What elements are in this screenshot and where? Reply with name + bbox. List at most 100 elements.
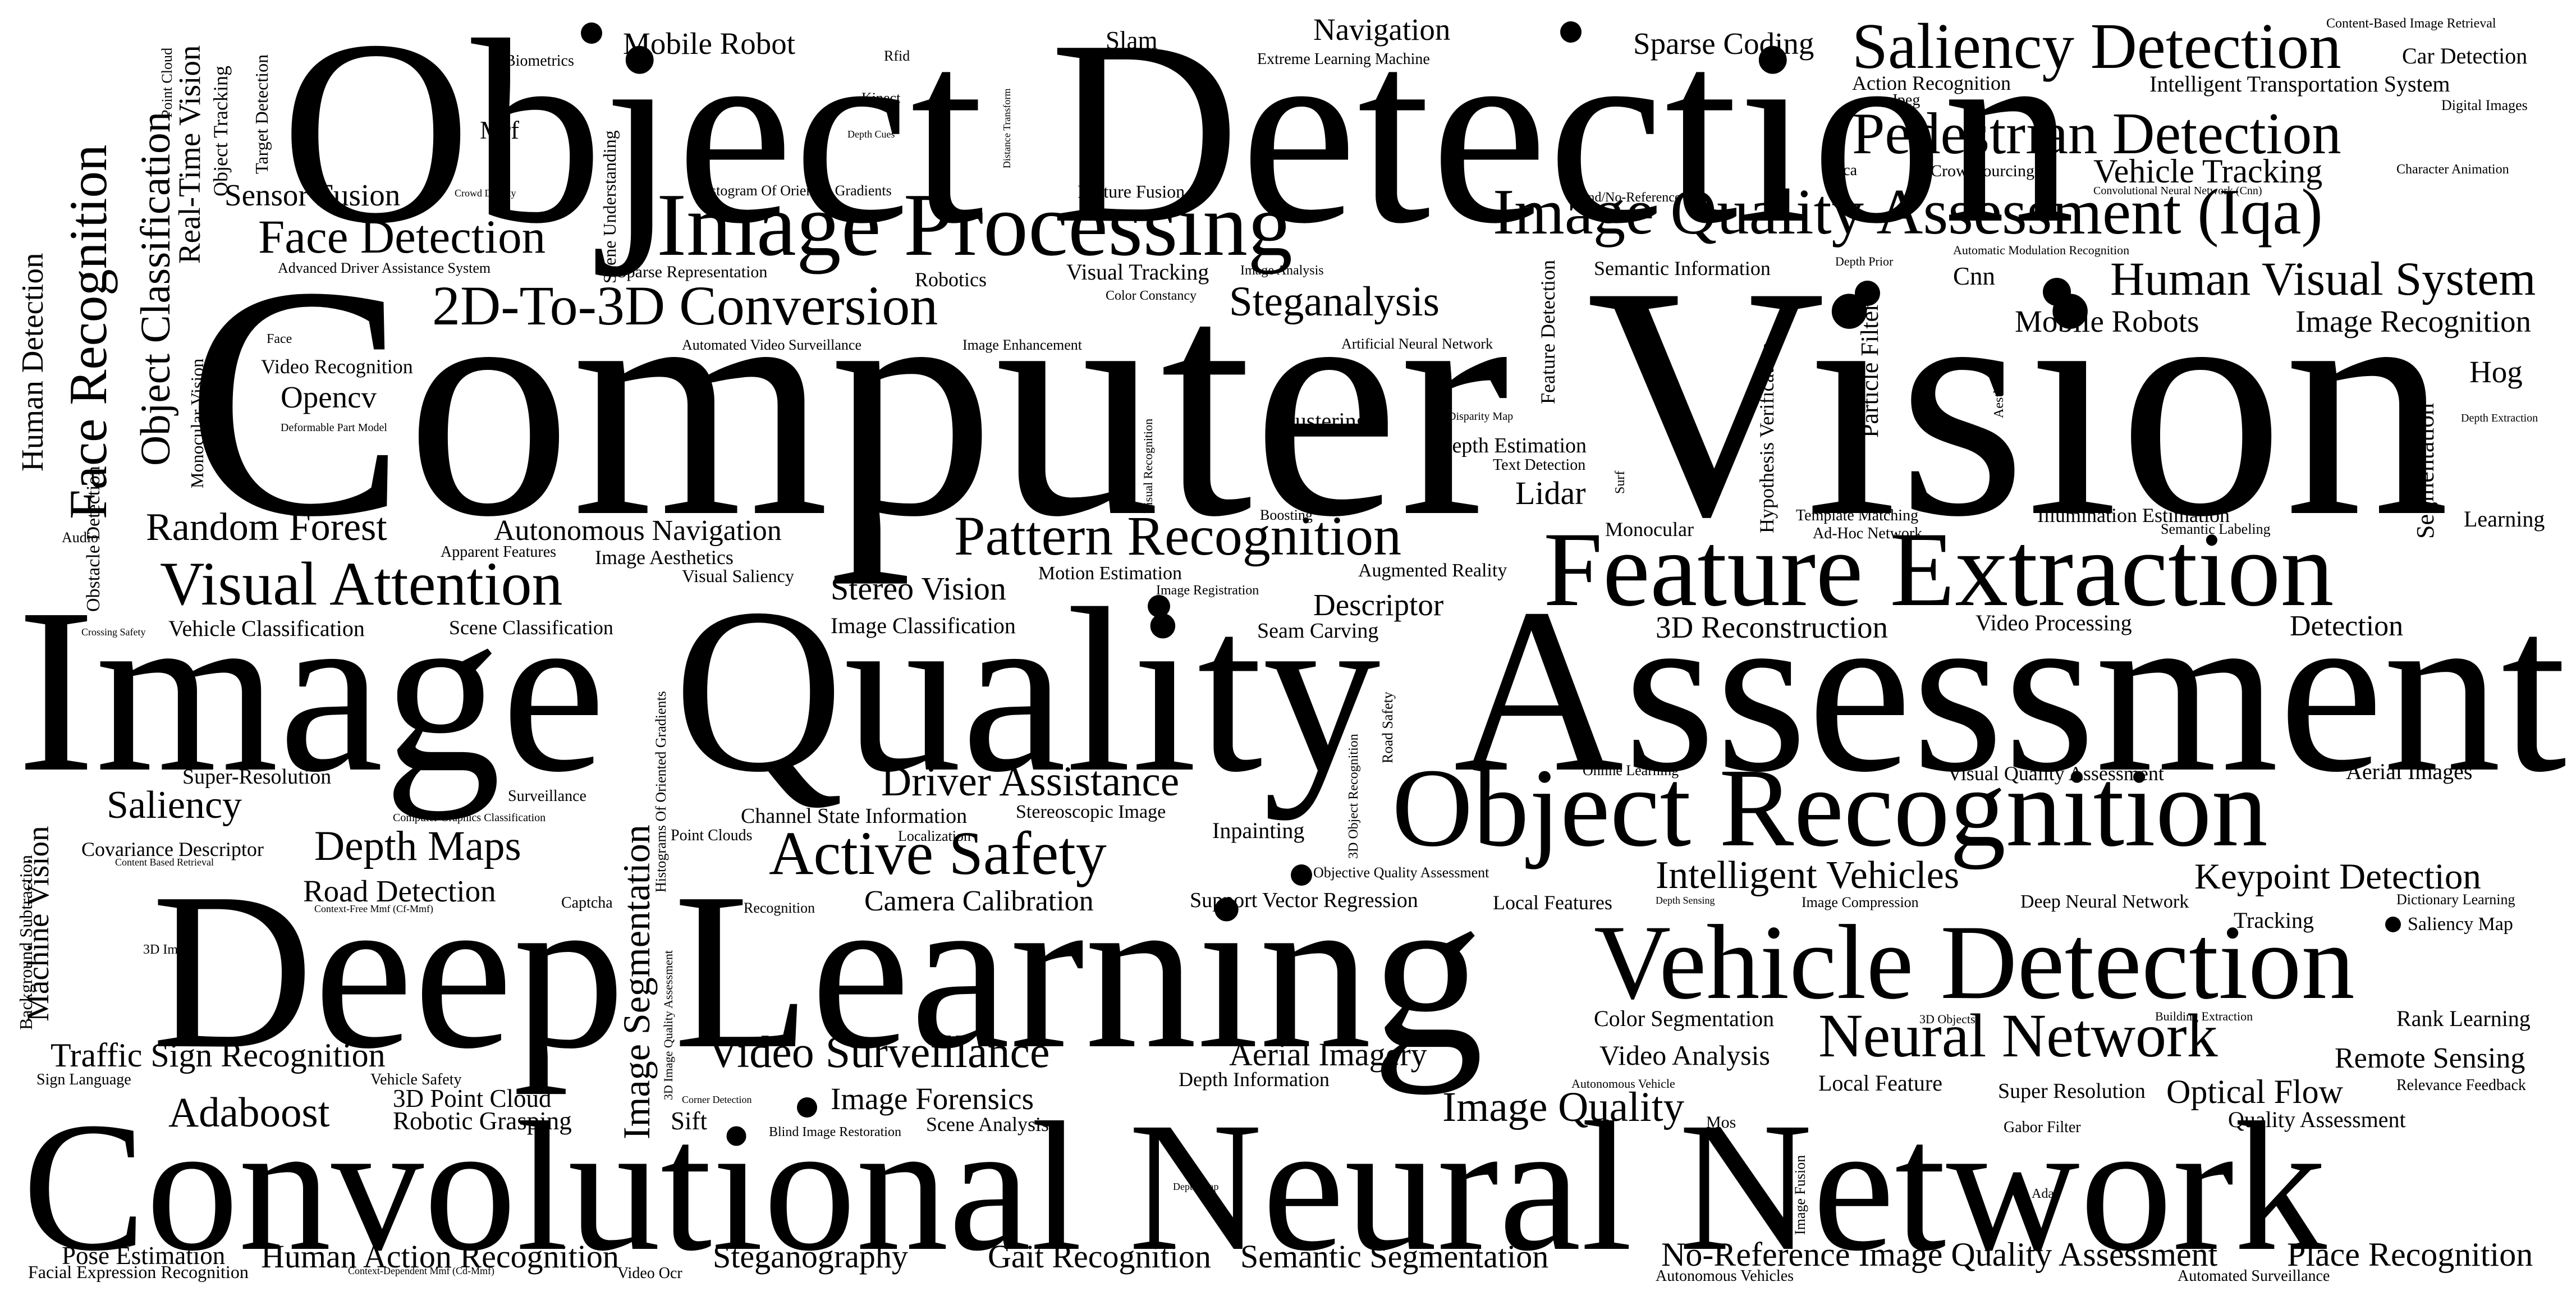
decorative-dot — [1560, 21, 1582, 43]
word-background-subtraction: Background Subtraction — [16, 855, 36, 1030]
word-3d-reconstruction: 3D Reconstruction — [1656, 610, 1888, 644]
word-image-classification: Image Classification — [831, 613, 1016, 638]
word-autonomous-vehicle: Autonomous Vehicle — [1571, 1077, 1675, 1091]
word-car-detection: Car Detection — [2402, 43, 2528, 68]
word-human-visual-system: Human Visual System — [2110, 253, 2536, 305]
word-object-recognition: Object Recognition — [1392, 746, 2268, 870]
word-learning: Learning — [673, 846, 1484, 1095]
word-pose-estimation: Pose Estimation — [62, 1242, 226, 1270]
word-aesthetics: Aesthetics — [1992, 362, 2006, 418]
word-remote-sensing: Remote Sensing — [2335, 1042, 2525, 1074]
word-facial-expression-recognition: Facial Expression Recognition — [28, 1262, 249, 1282]
word-descriptor: Descriptor — [1313, 588, 1444, 622]
word-pattern-recognition: Pattern Recognition — [954, 505, 1402, 567]
word-deep: Deep — [152, 846, 625, 1095]
word-image-recognition: Image Recognition — [2295, 304, 2532, 338]
word-adaboost: Adaboost — [168, 1089, 330, 1136]
word-convolutional-neural-network-cnn: Convolutional Neural Network (Cnn) — [2093, 185, 2262, 197]
word-assessment: Assessment — [1454, 560, 2567, 821]
word-blind-image-restoration: Blind Image Restoration — [769, 1125, 901, 1139]
word-semantic-labeling: Semantic Labeling — [2161, 521, 2271, 537]
word-crossing-safety: Crossing Safety — [81, 626, 146, 638]
word-hog: Hog — [2469, 355, 2523, 389]
decorative-dot — [797, 1097, 817, 1118]
word-illumination-estimation: Illumination Estimation — [2037, 504, 2230, 526]
word-augmented-reality: Augmented Reality — [1358, 560, 1507, 581]
word-clustering: Clustering — [1274, 408, 1368, 433]
word-obstacle-detection: Obstacle Detection — [83, 466, 104, 612]
word-adas: Adas — [2032, 1187, 2060, 1201]
word-semantic-information: Semantic Information — [1594, 257, 1771, 280]
word-saliency-map: Saliency Map — [2408, 914, 2513, 935]
word-depth-map: Depth Map — [1173, 1181, 1219, 1192]
word-traffic-sign-recognition: Traffic Sign Recognition — [51, 1037, 386, 1074]
word-autonomous-navigation: Autonomous Navigation — [494, 515, 782, 547]
word-online-learning: Online Learning — [1583, 762, 1679, 779]
word-driver-assistance: Driver Assistance — [881, 758, 1180, 805]
decorative-dot — [1291, 864, 1312, 886]
word-video-analysis: Video Analysis — [1599, 1040, 1770, 1071]
word-monocular-vision: Monocular Vision — [187, 358, 207, 488]
word-image-registration: Image Registration — [1156, 583, 1259, 598]
word-character-animation: Character Animation — [2396, 162, 2509, 177]
word-object-classification: Object Classification — [132, 111, 179, 466]
word-sparse-representation: Sparse Representation — [617, 263, 768, 281]
word-detection: Detection — [2290, 610, 2404, 642]
word-stereo-vision: Stereo Vision — [831, 570, 1006, 607]
word-biometrics: Biometrics — [505, 52, 574, 70]
word-depth-maps: Depth Maps — [314, 823, 521, 869]
word-content-based-image-retrieval: Content-Based Image Retrieval — [2326, 16, 2496, 31]
word-steganalysis: Steganalysis — [1229, 278, 1440, 325]
word-scene-classification: Scene Classification — [449, 616, 613, 639]
word-image-enhancement: Image Enhancement — [962, 337, 1082, 353]
decorative-dot — [1855, 281, 1880, 306]
word-context-dependent-mmf: Context-Dependent Mmf (Cd-Mmf) — [348, 1265, 494, 1276]
word-distance-transform: Distance Transform — [1001, 88, 1012, 169]
word-image-compression: Image Compression — [1802, 894, 1919, 910]
word-intelligent-vehicles: Intelligent Vehicles — [1656, 854, 1960, 897]
word-deformable-part-model: Deformable Part Model — [281, 422, 387, 434]
word-keypoint-detection: Keypoint Detection — [2194, 857, 2481, 897]
word-road-detection: Road Detection — [303, 874, 496, 908]
word-surf: Surf — [1613, 470, 1628, 494]
word-video-recognition: Video Recognition — [261, 355, 413, 378]
word-3d-point-cloud: 3D Point Cloud — [393, 1084, 552, 1112]
word-video-processing: Video Processing — [1975, 610, 2132, 635]
word-segmentation: Segmentation — [2412, 403, 2439, 539]
word-histograms-of-oriented-gradients: Histograms Of Oriented Gradients — [653, 691, 669, 892]
word-image-quality: Image Quality — [1442, 1084, 1685, 1130]
word-color-segmentation: Color Segmentation — [1594, 1006, 1775, 1031]
word-ad-hoc-network: Ad-Hoc Network — [1813, 525, 1923, 542]
word-lidar: Lidar — [1515, 475, 1586, 511]
word-tracking: Tracking — [2234, 908, 2314, 933]
word-seam-carving: Seam Carving — [1257, 619, 1379, 643]
word-point-clouds: Point Clouds — [671, 827, 753, 844]
word-visual-quality-assessment: Visual Quality Assessment — [1947, 762, 2164, 785]
word-visual-recognition: Visual Recognition — [1141, 418, 1155, 514]
word-pedestrian-detection: Pedestrian Detection — [1852, 100, 2341, 166]
word-object-tracking: Object Tracking — [209, 66, 232, 196]
word-template-matching: Template Matching — [1796, 507, 1919, 524]
word-localization: Localization — [898, 828, 971, 844]
word-image-fusion: Image Fusion — [1792, 1155, 1808, 1235]
word-neural-network: Neural Network — [1818, 1001, 2218, 1070]
word-super-resolution: Super Resolution — [1998, 1079, 2146, 1103]
word-deep-neural-network: Deep Neural Network — [2020, 891, 2189, 912]
word-inpainting: Inpainting — [1212, 818, 1305, 843]
word-feature-detection: Feature Detection — [1537, 260, 1559, 404]
word-advanced-driver-assistance-system: Advanced Driver Assistance System — [278, 260, 491, 276]
decorative-dot — [2385, 917, 2401, 932]
word-blind-no-reference: Blind/No-Reference (Nr) — [1571, 190, 1707, 205]
word-scene-analysis: Scene Analysis — [926, 1113, 1049, 1135]
word-face-detection: Face Detection — [258, 210, 546, 263]
word-mos: Mos — [1706, 1113, 1736, 1132]
word-captcha: Captcha — [561, 894, 613, 912]
word-corner-detection: Corner Detection — [682, 1094, 752, 1105]
word-sift: Sift — [671, 1107, 708, 1135]
word-point-cloud: Point Cloud — [159, 48, 175, 118]
word-robotic-grasping: Robotic Grasping — [393, 1107, 572, 1135]
word-automatic-modulation-recognition: Automatic Modulation Recognition — [1953, 243, 2130, 257]
word-color-constancy: Color Constancy — [1106, 289, 1197, 303]
word-mobile-robot: Mobile Robot — [623, 26, 796, 61]
word-vehicle-safety: Vehicle Safety — [370, 1071, 462, 1088]
